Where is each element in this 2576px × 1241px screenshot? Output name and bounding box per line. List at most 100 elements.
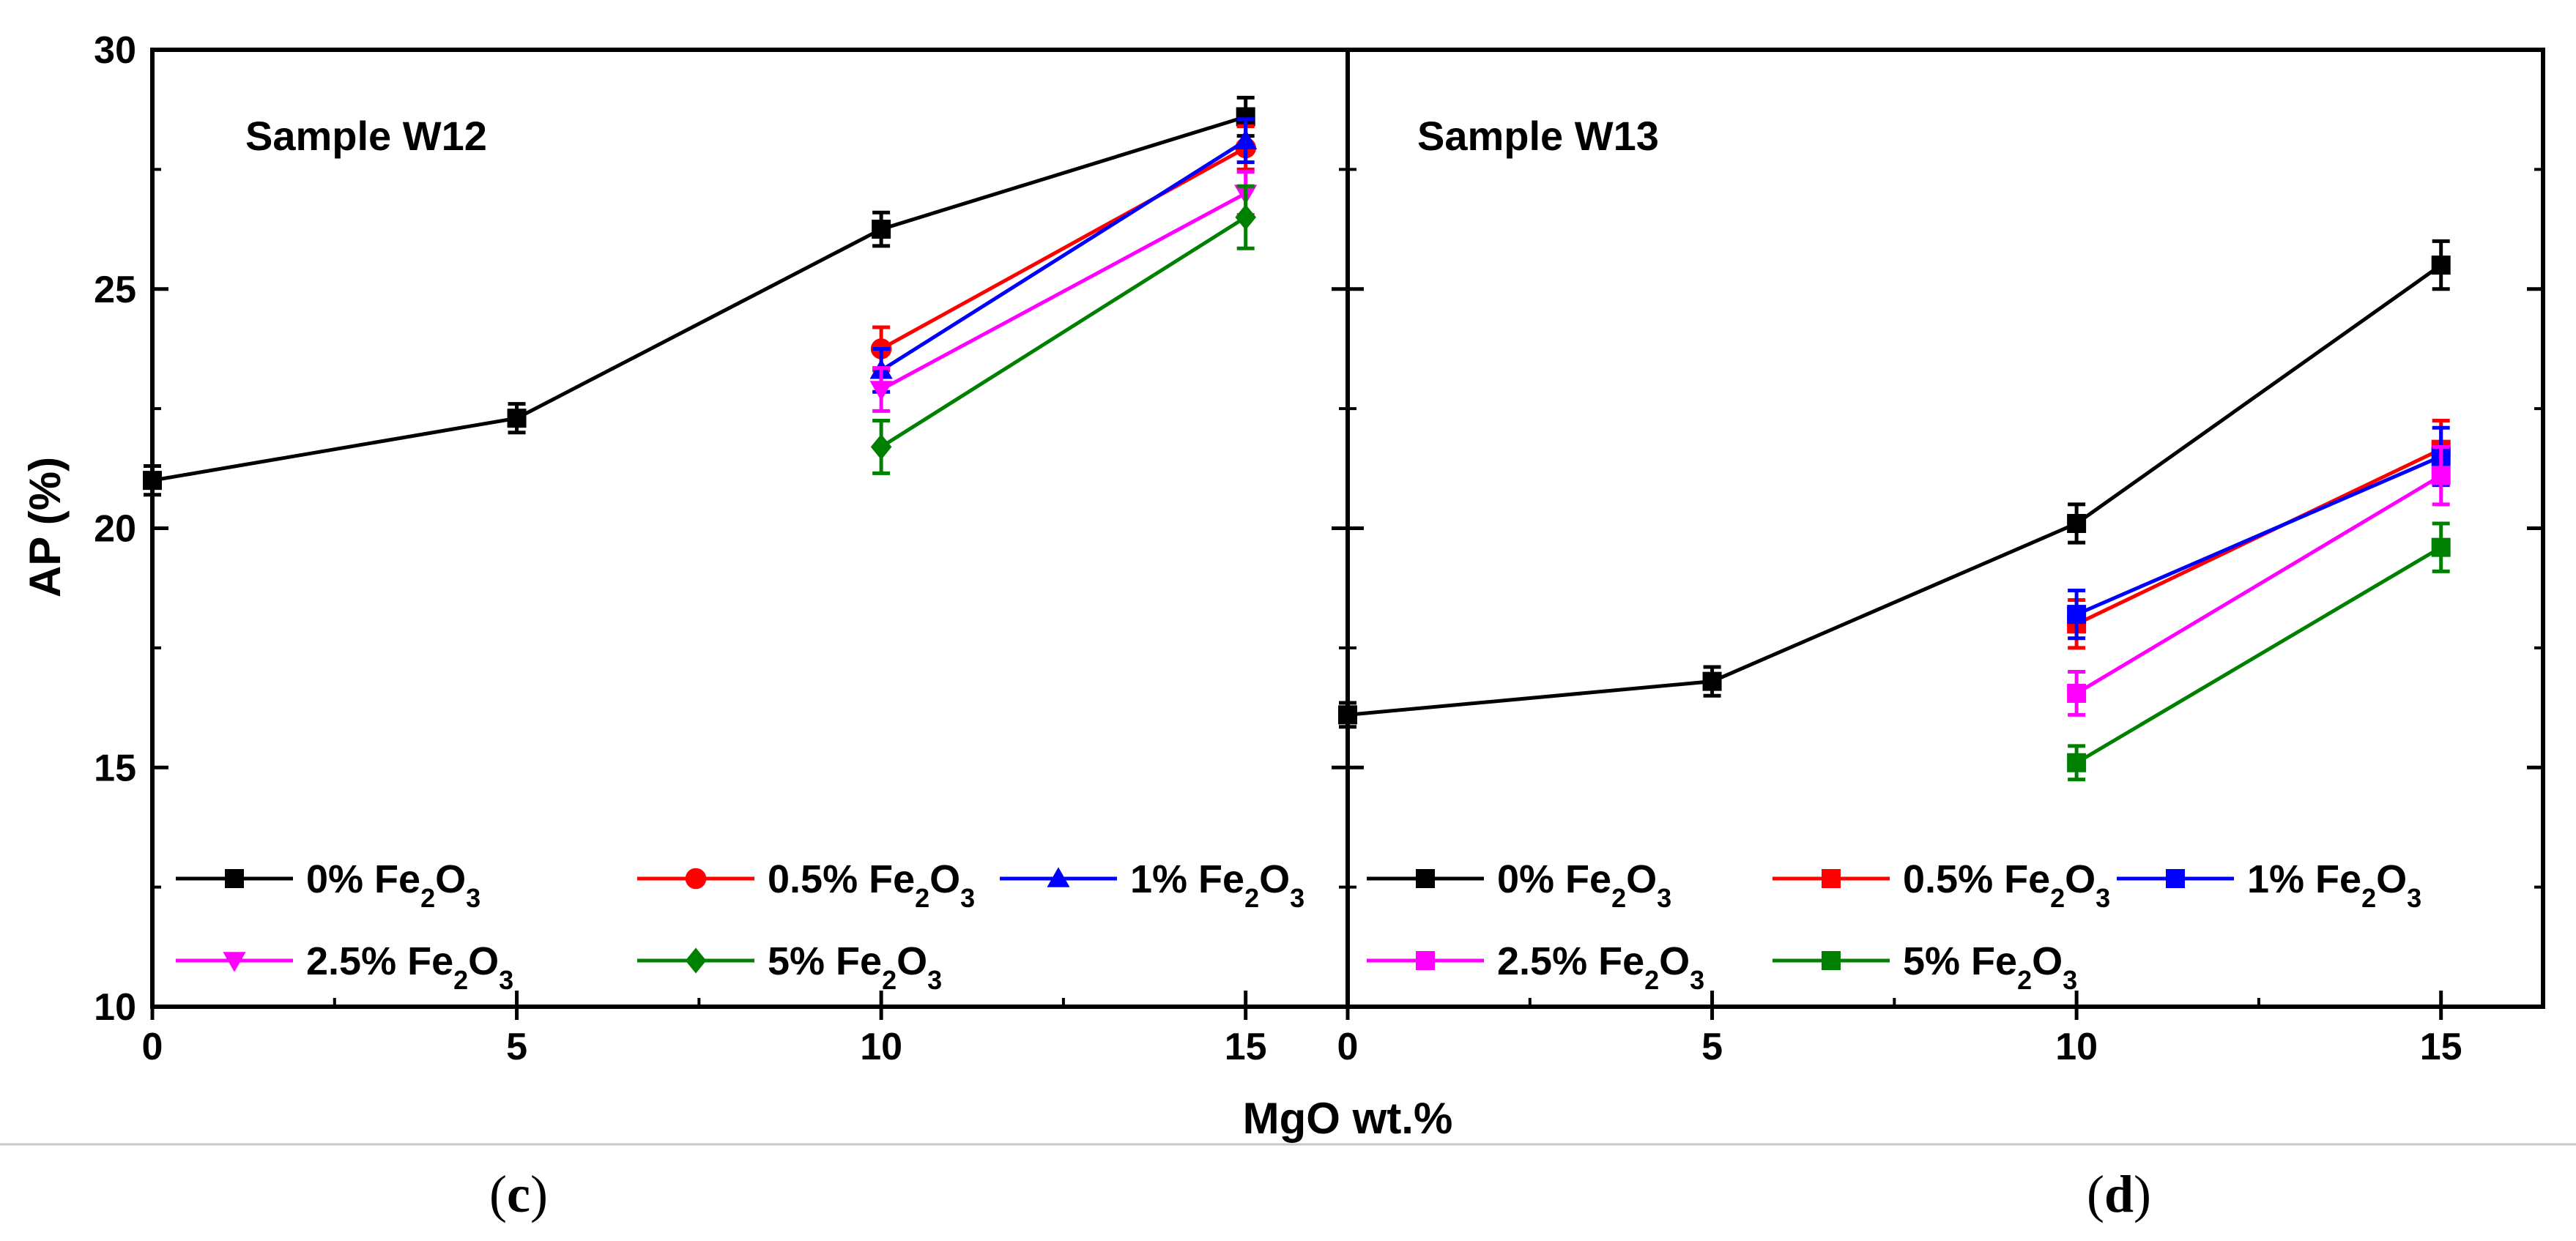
legend-label-sub: 3: [2096, 883, 2110, 913]
legend-label-sub: 2: [2017, 965, 2032, 995]
caption-letter: c: [507, 1165, 530, 1223]
legend-label-sub: 3: [2063, 965, 2077, 995]
series-line: [2075, 474, 2442, 696]
legend-label-mid: O: [1259, 857, 1290, 901]
legend-label-mid: O: [897, 939, 927, 983]
legend-label-mid: O: [2065, 857, 2096, 901]
legend-marker: [1416, 951, 1435, 970]
legend-marker: [1416, 869, 1435, 888]
series-line: [2076, 455, 2442, 616]
legend-label-sub: 2: [882, 965, 897, 995]
series-line: [880, 139, 1247, 372]
y-tick-label: 25: [94, 269, 136, 311]
data-point: [143, 471, 162, 491]
series-3: [869, 170, 1258, 413]
legend-marker: [685, 947, 707, 974]
y-axis-title: AP (%): [21, 457, 70, 597]
series-line: [880, 146, 1247, 351]
legend-label-sub: 3: [1690, 965, 1704, 995]
legend-label-sub: 3: [960, 883, 975, 913]
series-line: [880, 215, 1247, 449]
data-point: [2431, 466, 2451, 485]
x-tick-label: 10: [860, 1026, 902, 1068]
x-tick-label: 0: [1337, 1026, 1359, 1068]
series-2: [2067, 425, 2451, 641]
legend-label-sub: 3: [2407, 883, 2421, 913]
series-4: [870, 184, 1256, 475]
legend-label-sub: 2: [453, 965, 468, 995]
legend-marker: [1822, 869, 1841, 888]
legend-label-sub: 2: [2361, 883, 2376, 913]
legend-label-mid: O: [435, 857, 466, 901]
legend-label-mid: O: [2376, 857, 2407, 901]
y-tick-label: 20: [94, 508, 136, 551]
series-2: [869, 117, 1258, 394]
legend-label: 1% Fe2O3: [2247, 857, 2421, 913]
legend-label-main: 0% Fe: [1497, 857, 1611, 901]
x-tick-label: 5: [1701, 1026, 1723, 1068]
legend-entry: 5% Fe2O3: [1773, 939, 2077, 995]
legend-label-main: 0.5% Fe: [768, 857, 915, 901]
legend-entry: 1% Fe2O3: [2117, 857, 2421, 913]
legend-label-mid: O: [468, 939, 499, 983]
data-point: [1234, 129, 1258, 149]
legend-entry: 1% Fe2O3: [1000, 857, 1304, 913]
panel-caption: (c): [489, 1165, 548, 1223]
data-point: [2067, 513, 2087, 533]
data-point: [1702, 671, 1722, 691]
series-0: [143, 95, 1255, 497]
x-tick-label: 15: [2420, 1026, 2462, 1068]
series-line: [152, 115, 1247, 482]
series-0: [1338, 239, 2451, 729]
legend-label: 0.5% Fe2O3: [768, 857, 975, 913]
legend-label: 2.5% Fe2O3: [1497, 939, 1704, 995]
x-tick-label: 5: [506, 1026, 527, 1068]
legend-marker: [1047, 867, 1070, 887]
caption-close: ): [530, 1165, 548, 1223]
caption-open: (: [489, 1165, 507, 1223]
legend-entry: 0.5% Fe2O3: [637, 857, 975, 913]
legend-label-sub: 2: [1644, 965, 1659, 995]
data-point: [1235, 204, 1256, 231]
legend-marker: [2166, 869, 2185, 888]
legend-label-mid: O: [1659, 939, 1690, 983]
legend-label-main: 2.5% Fe: [306, 939, 453, 983]
legend-label-main: 0.5% Fe: [1903, 857, 2050, 901]
legend-label-sub: 3: [466, 883, 480, 913]
legend-label-main: 2.5% Fe: [1497, 939, 1644, 983]
legend-entry: 0% Fe2O3: [176, 857, 480, 913]
data-point: [507, 409, 527, 428]
legend-label-sub: 3: [927, 965, 942, 995]
legend-label: 0.5% Fe2O3: [1903, 857, 2110, 913]
series-line: [880, 191, 1247, 392]
legend-entry: 2.5% Fe2O3: [1367, 939, 1704, 995]
legend-label-mid: O: [929, 857, 960, 901]
legend-label-sub: 2: [915, 883, 929, 913]
legend-label: 1% Fe2O3: [1130, 857, 1304, 913]
legend-label-sub: 2: [1244, 883, 1259, 913]
legend-entry: 5% Fe2O3: [637, 939, 942, 995]
data-point: [2431, 537, 2451, 557]
data-point: [869, 381, 893, 401]
data-point: [1338, 705, 1357, 725]
x-tick-label: 0: [142, 1026, 163, 1068]
legend-marker: [223, 952, 246, 972]
y-tick-label: 10: [94, 986, 136, 1029]
series-line: [2075, 545, 2442, 764]
legend-label-sub: 2: [1611, 883, 1626, 913]
series-line: [1347, 264, 2443, 717]
legend-label-main: 1% Fe: [2247, 857, 2361, 901]
data-point: [872, 220, 891, 239]
panel-title: Sample W12: [245, 113, 487, 159]
caption-open: (: [2087, 1165, 2104, 1223]
data-point: [2067, 605, 2087, 625]
legend-label-main: 5% Fe: [768, 939, 882, 983]
legend-label-main: 0% Fe: [306, 857, 420, 901]
data-point: [2067, 683, 2087, 703]
legend-label: 5% Fe2O3: [768, 939, 942, 995]
legend-marker: [1822, 951, 1841, 970]
data-point: [2067, 753, 2087, 772]
